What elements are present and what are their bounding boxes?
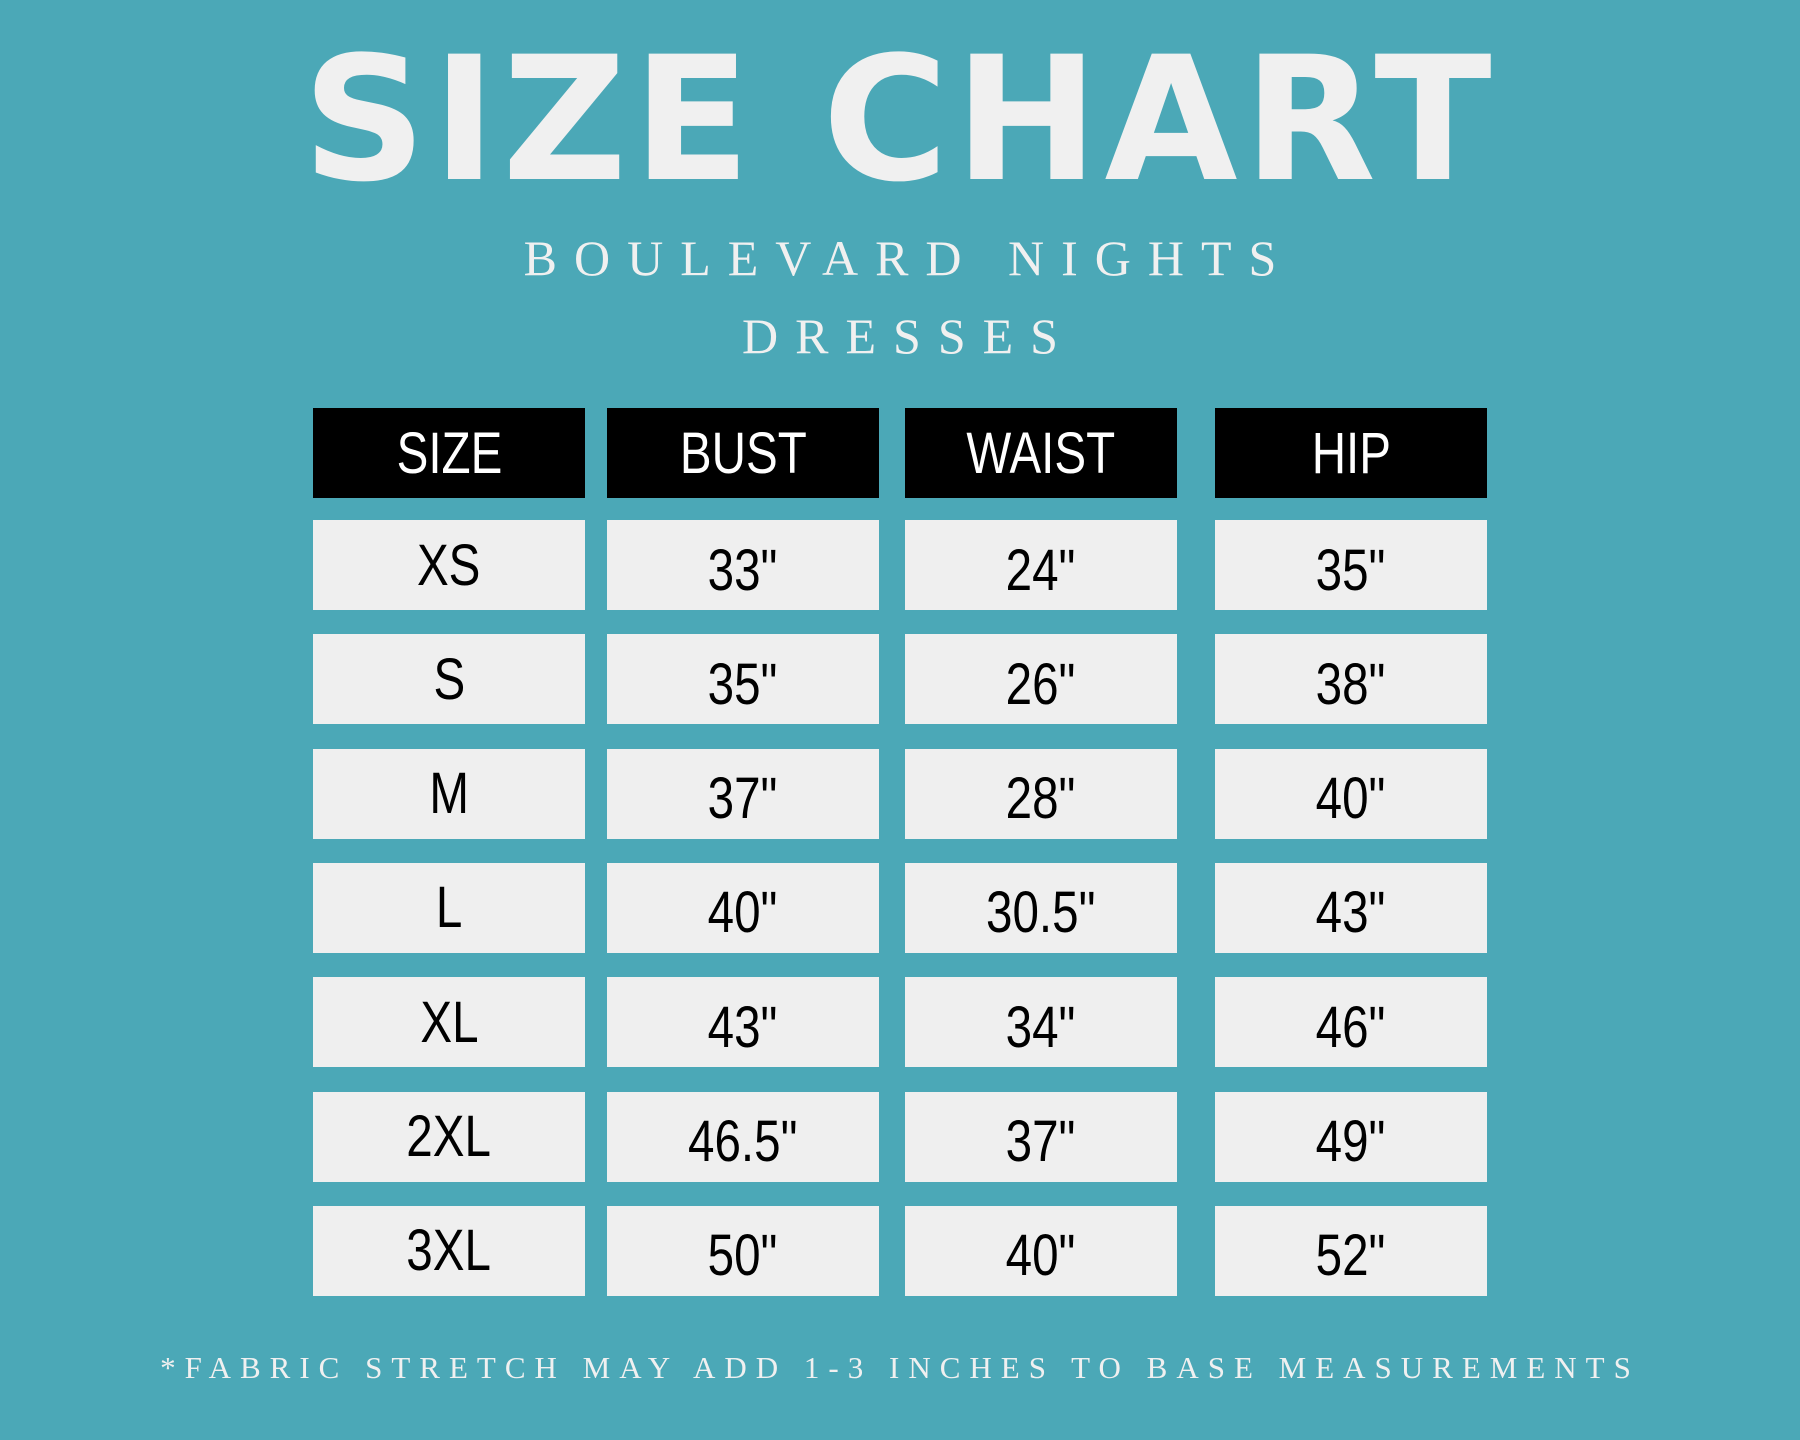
cell-bust: 40" <box>607 862 879 953</box>
cell-value: 35" <box>1316 537 1386 603</box>
page-title: SIZE CHART <box>302 19 1498 220</box>
cell-size: L <box>313 862 585 953</box>
cell-size: S <box>313 634 585 725</box>
cell-waist: 30.5" <box>905 862 1177 953</box>
cell-value: XL <box>419 989 479 1055</box>
cell-value: 40" <box>1006 1223 1076 1289</box>
cell-value: 37" <box>1006 1109 1076 1174</box>
cell-bust: 37" <box>607 748 879 839</box>
subtitle-collection: BOULEVARD NIGHTS <box>523 230 1294 286</box>
footnote: *FABRIC STRETCH MAY ADD 1-3 INCHES TO BA… <box>160 1350 1640 1385</box>
cell-value: S <box>433 646 465 712</box>
cell-value: 49" <box>1316 1109 1386 1174</box>
cell-value: 46.5" <box>688 1109 798 1174</box>
header-label: WAIST <box>966 420 1116 486</box>
cell-value: 24" <box>1006 537 1076 603</box>
cell-bust: 46.5" <box>607 1091 879 1182</box>
cell-size: 3XL <box>313 1205 585 1296</box>
cell-value: 34" <box>1006 994 1076 1060</box>
cell-value: L <box>435 875 463 941</box>
cell-size: XS <box>313 520 585 610</box>
cell-value: 46" <box>1316 994 1386 1060</box>
header-waist: WAIST <box>905 408 1177 498</box>
cell-value: 52" <box>1316 1223 1386 1289</box>
cell-waist: 24" <box>905 520 1177 610</box>
cell-hip: 52" <box>1215 1205 1487 1296</box>
cell-hip: 43" <box>1215 862 1487 953</box>
cell-size: 2XL <box>313 1091 585 1182</box>
cell-value: 28" <box>1006 766 1076 832</box>
cell-hip: 35" <box>1215 520 1487 610</box>
header-bust: BUST <box>607 408 879 498</box>
cell-waist: 28" <box>905 748 1177 839</box>
cell-bust: 35" <box>607 634 879 725</box>
header-label: SIZE <box>396 420 502 486</box>
cell-waist: 26" <box>905 634 1177 725</box>
cell-value: XS <box>417 532 481 598</box>
cell-bust: 33" <box>607 520 879 610</box>
cell-value: 3XL <box>406 1218 492 1284</box>
cell-value: 37" <box>708 766 778 832</box>
cell-bust: 43" <box>607 977 879 1068</box>
header-label: HIP <box>1311 420 1391 486</box>
cell-value: 43" <box>708 994 778 1060</box>
cell-waist: 34" <box>905 977 1177 1068</box>
cell-waist: 40" <box>905 1205 1177 1296</box>
header-label: BUST <box>679 420 807 486</box>
cell-value: 50" <box>708 1223 778 1289</box>
cell-size: M <box>313 748 585 839</box>
cell-value: M <box>429 761 469 827</box>
cell-value: 40" <box>1316 766 1386 832</box>
cell-hip: 49" <box>1215 1091 1487 1182</box>
cell-value: 38" <box>1316 651 1386 717</box>
header-hip: HIP <box>1215 408 1487 498</box>
cell-value: 33" <box>708 537 778 603</box>
cell-hip: 40" <box>1215 748 1487 839</box>
cell-bust: 50" <box>607 1205 879 1296</box>
cell-value: 2XL <box>406 1104 492 1169</box>
cell-hip: 38" <box>1215 634 1487 725</box>
cell-value: 40" <box>708 880 778 946</box>
cell-value: 35" <box>708 651 778 717</box>
cell-value: 26" <box>1006 651 1076 717</box>
cell-value: 43" <box>1316 880 1386 946</box>
subtitle-category: DRESSES <box>742 308 1075 364</box>
cell-hip: 46" <box>1215 977 1487 1068</box>
cell-waist: 37" <box>905 1091 1177 1182</box>
cell-value: 30.5" <box>986 880 1096 946</box>
cell-size: XL <box>313 977 585 1068</box>
header-size: SIZE <box>313 408 585 498</box>
